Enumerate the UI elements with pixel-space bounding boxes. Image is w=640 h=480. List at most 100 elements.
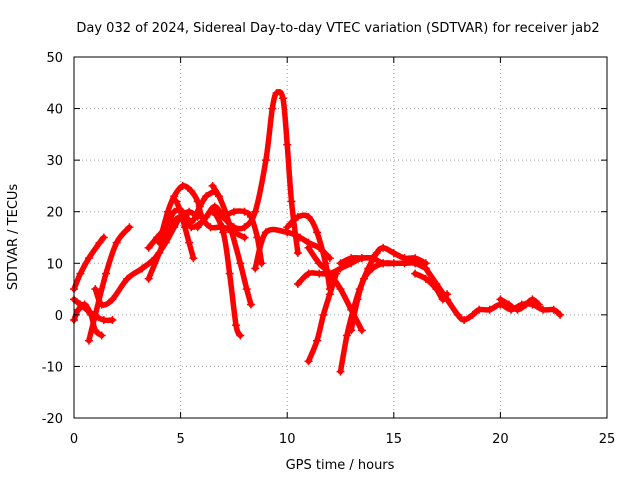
data-point [236, 331, 245, 340]
data-point [112, 238, 121, 247]
data-point [496, 295, 505, 304]
data-point [138, 264, 147, 273]
data-point [229, 207, 238, 216]
data-point [189, 254, 198, 263]
grid [74, 57, 607, 418]
data-point [357, 326, 366, 335]
plot-frame [73, 56, 608, 419]
data-point [208, 181, 217, 190]
data-point [342, 331, 351, 340]
data-point [336, 367, 345, 376]
y-tick-label: 10 [46, 257, 63, 272]
data-point [240, 223, 249, 232]
data-point [187, 218, 196, 227]
data-point [357, 254, 366, 263]
data-point [513, 305, 522, 314]
data-point [202, 212, 211, 221]
data-point [549, 305, 558, 314]
data-point [180, 223, 189, 232]
data-point [421, 264, 430, 273]
data-point [359, 274, 368, 283]
data-point [176, 207, 185, 216]
data-point [144, 243, 153, 252]
data-point [521, 300, 530, 309]
data-point [108, 316, 117, 325]
y-tick-label: -10 [42, 360, 63, 375]
data-point [368, 254, 377, 263]
data-point [528, 295, 537, 304]
data-point [261, 228, 270, 237]
data-point [178, 181, 187, 190]
data-point [293, 212, 302, 221]
data-point [379, 243, 388, 252]
data-point [202, 192, 211, 201]
data-point [97, 300, 106, 309]
data-point [76, 269, 85, 278]
data-point [236, 259, 245, 268]
data-point [453, 310, 462, 319]
data-point [97, 331, 106, 340]
data-point [84, 336, 93, 345]
data-point [123, 274, 132, 283]
data-point [253, 233, 262, 242]
data-point [246, 300, 255, 309]
y-tick-label: -20 [42, 412, 63, 427]
data-point [251, 207, 260, 216]
y-tick-label: 20 [46, 206, 63, 221]
data-point [240, 207, 249, 216]
data-point [372, 248, 381, 257]
ticks [73, 56, 608, 419]
data-point [421, 274, 430, 283]
data-point [313, 336, 322, 345]
data-point [155, 238, 164, 247]
data-point [246, 212, 255, 221]
data-point [347, 326, 356, 335]
data-point [278, 94, 287, 103]
x-tick-label: 0 [70, 432, 78, 447]
data-point [468, 310, 477, 319]
x-tick-label: 10 [279, 432, 296, 447]
data-point [325, 290, 334, 299]
data-point [287, 197, 296, 206]
data-point [379, 259, 388, 268]
data-point [95, 238, 104, 247]
data-point [227, 228, 236, 237]
tick-labels: 0 5 10 15 20 25 -20 -10 0 10 20 30 40 50 [42, 51, 616, 447]
y-tick-label: 0 [55, 309, 63, 324]
data-point [187, 187, 196, 196]
data-point [485, 305, 494, 314]
x-tick-label: 25 [599, 432, 616, 447]
data-point [242, 285, 251, 294]
data-point [155, 248, 164, 257]
x-tick-label: 5 [176, 432, 184, 447]
data-point [283, 140, 292, 149]
data-point [539, 305, 548, 314]
data-point [353, 295, 362, 304]
data-point [163, 207, 172, 216]
data-point [261, 156, 270, 165]
data-point [400, 259, 409, 268]
data-point [389, 248, 398, 257]
x-tick-label: 15 [386, 432, 403, 447]
x-axis-label: GPS time / hours [286, 458, 395, 473]
data-point [389, 259, 398, 268]
data-point [293, 248, 302, 257]
data-point [219, 223, 228, 232]
data-point [272, 89, 281, 98]
data-point [556, 310, 565, 319]
data-point [185, 238, 194, 247]
data-point [432, 279, 441, 288]
data-point [84, 254, 93, 263]
y-tick-label: 30 [46, 154, 63, 169]
data-point [214, 192, 223, 201]
data-point [304, 357, 313, 366]
data-point [74, 305, 83, 314]
data-point [347, 254, 356, 263]
data-point [251, 264, 260, 273]
x-tick-label: 20 [492, 432, 509, 447]
data-point [319, 310, 328, 319]
data-point [219, 212, 228, 221]
data-point [293, 279, 302, 288]
data-point [534, 300, 543, 309]
data-point [99, 233, 108, 242]
